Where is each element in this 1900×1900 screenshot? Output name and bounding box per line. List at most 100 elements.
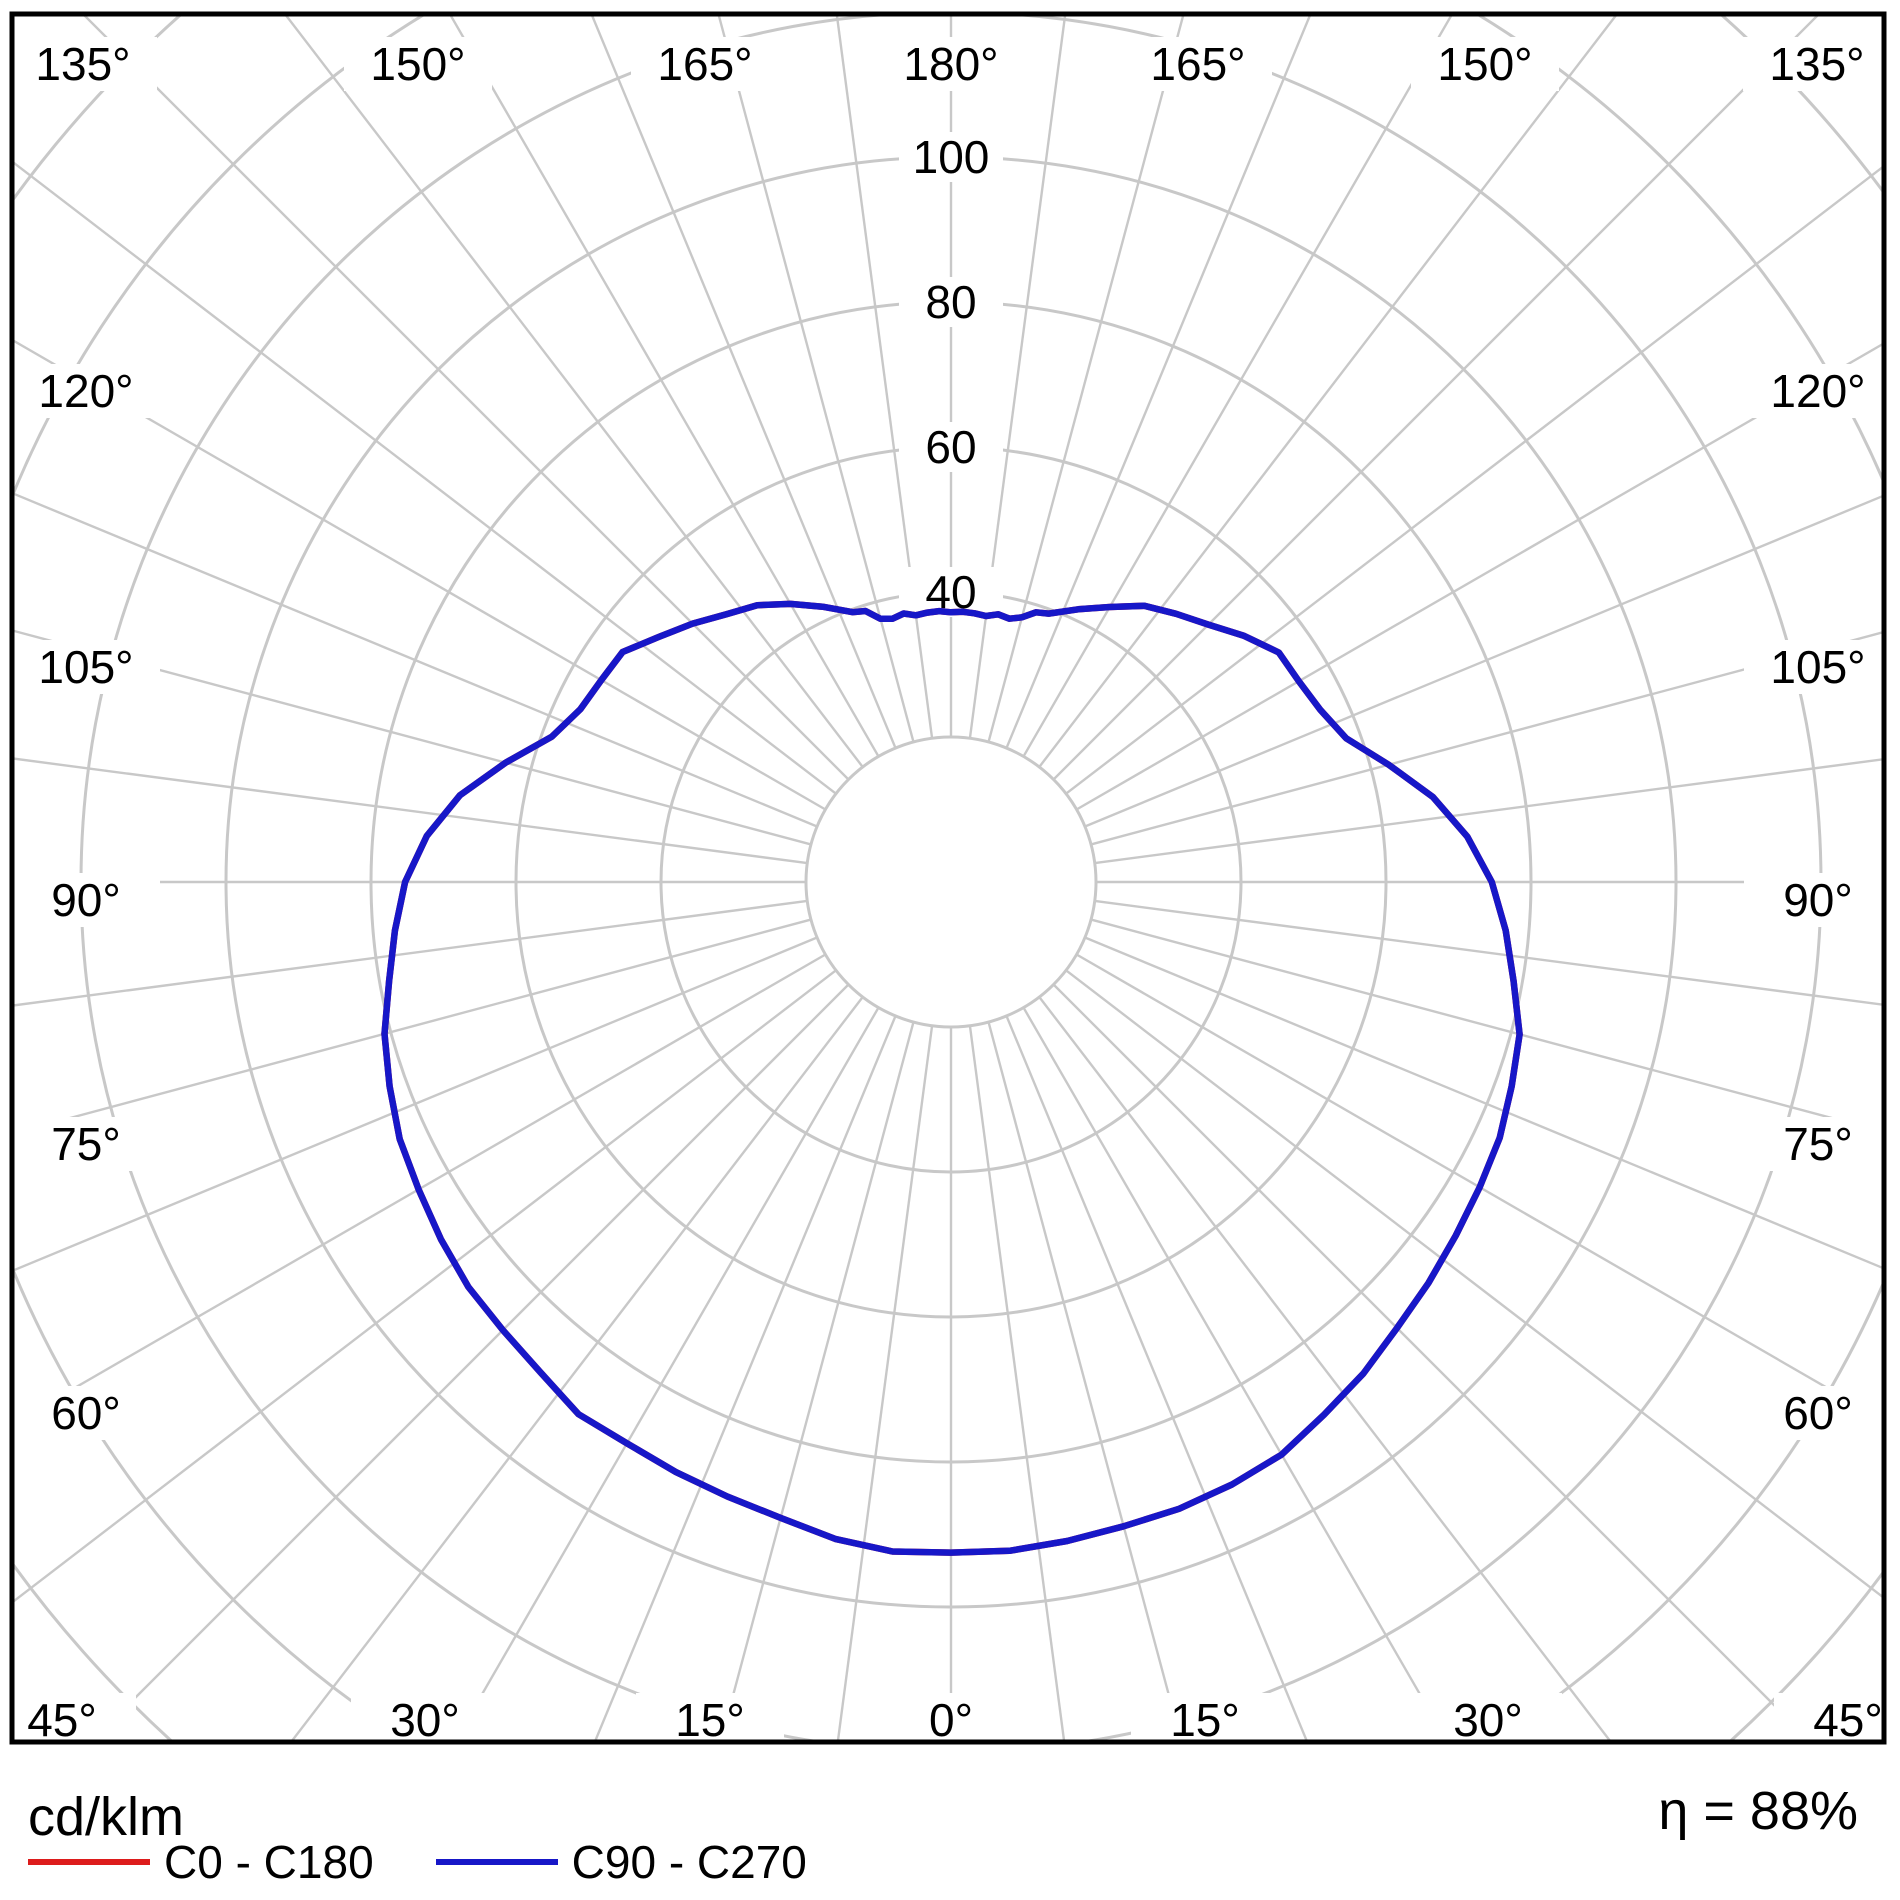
grid-spoke: [1022, 16, 1453, 758]
angle-label-gap: [14, 364, 160, 418]
angle-label: 75°: [1783, 1118, 1853, 1170]
angle-label: 135°: [1769, 38, 1864, 90]
angle-label-gap: [1124, 37, 1272, 91]
angle-label-gap: [1411, 37, 1559, 91]
grid-spoke: [14, 492, 818, 828]
grid-spoke: [1075, 953, 1882, 1421]
radial-tick-gap: [899, 422, 1003, 472]
grid-spoke: [590, 16, 897, 749]
grid-spoke: [1084, 936, 1882, 1269]
grid-spoke: [1038, 16, 1618, 768]
radial-tick-gap: [899, 567, 1003, 617]
angle-label-gap: [877, 37, 1025, 91]
angle-label: 135°: [35, 38, 130, 90]
angle-label-gap: [14, 1117, 160, 1171]
angle-label-gap: [1744, 1117, 1882, 1171]
grid-spoke: [284, 16, 864, 768]
angle-label-gap: [344, 37, 492, 91]
grid-spoke: [14, 936, 818, 1272]
grid-spoke: [1065, 166, 1882, 795]
angle-label: 15°: [675, 1694, 745, 1746]
grid-spoke: [987, 16, 1185, 743]
grid-spoke: [14, 918, 812, 1135]
grid-spoke: [1005, 16, 1312, 749]
angle-label-gap: [1774, 1693, 1882, 1740]
angle-label: 75°: [51, 1118, 121, 1170]
angle-label: 0°: [929, 1694, 973, 1746]
angle-label: 60°: [1783, 1387, 1853, 1439]
angle-label: 180°: [903, 38, 998, 90]
angle-label: 165°: [657, 38, 752, 90]
grid-spoke: [14, 757, 808, 865]
grid-spoke: [1022, 1006, 1448, 1740]
grid-spoke: [968, 1025, 1066, 1740]
grid-spoke: [1094, 758, 1882, 865]
angle-label: 150°: [370, 38, 465, 90]
angle-label-gap: [1744, 873, 1882, 927]
grid-spoke: [14, 161, 837, 795]
angle-label-gap: [877, 1693, 1025, 1740]
grid-spoke: [14, 953, 827, 1425]
grid-spoke: [291, 996, 864, 1740]
angle-label: 30°: [1453, 1694, 1523, 1746]
grid-spoke: [449, 16, 880, 758]
grid-spoke: [1065, 969, 1882, 1598]
angle-label: 120°: [1770, 365, 1865, 417]
grid-spoke: [1052, 983, 1811, 1740]
grid-spoke: [836, 1025, 934, 1740]
angle-label-gap: [14, 37, 157, 91]
angle-label-gap: [1414, 1693, 1562, 1740]
plot-frame: [9, 11, 1887, 1745]
angle-label: 30°: [390, 1694, 460, 1746]
angle-label: 165°: [1150, 38, 1245, 90]
grid-spoke: [14, 899, 808, 1007]
angle-label-gap: [14, 873, 160, 927]
angle-label: 105°: [38, 641, 133, 693]
grid-spoke: [987, 1021, 1183, 1740]
curve-c90-c270: [381, 600, 1523, 1556]
angle-label-gap: [14, 1386, 160, 1440]
angle-label: 150°: [1437, 38, 1532, 90]
grid-spoke: [1094, 899, 1882, 1006]
angle-axis: 135° 150° 165° 180° 165° 150° 135° 45° 30° 15° 0° 1…: [14, 37, 1883, 1746]
angle-label-gap: [1131, 1693, 1279, 1740]
grid-spoke: [968, 16, 1067, 739]
radial-tick-gap: [899, 132, 1003, 182]
grid-ring: [804, 735, 1098, 1029]
angle-label: 105°: [1770, 641, 1865, 693]
angle-label: 45°: [27, 1694, 97, 1746]
grid-spoke: [717, 16, 915, 743]
angle-label-gap: [351, 1693, 499, 1740]
grid-spoke: [1084, 495, 1882, 828]
grid-spoke: [1075, 343, 1882, 811]
grid-spoke: [14, 629, 812, 846]
angle-label: 15°: [1170, 1694, 1240, 1746]
grid-spoke: [14, 339, 827, 811]
grid-spoke: [1038, 996, 1611, 1740]
grid-spoke: [719, 1021, 915, 1740]
radial-tick-label: 100: [913, 131, 990, 183]
angle-label-gap: [1744, 364, 1882, 418]
angle-label-gap: [1744, 640, 1882, 694]
radial-tick-label: 80: [925, 276, 976, 328]
grid-spoke: [1090, 918, 1882, 1133]
radial-tick-label: 60: [925, 421, 976, 473]
grid-spoke: [1090, 631, 1882, 846]
angle-label: 120°: [38, 365, 133, 417]
angle-label-gap: [631, 37, 779, 91]
angle-label: 60°: [51, 1387, 121, 1439]
grid-spoke: [835, 16, 934, 739]
grid-spoke: [454, 1006, 880, 1740]
angle-label-gap: [1743, 37, 1882, 91]
radial-tick-gap: [899, 277, 1003, 327]
angle-label: 90°: [51, 874, 121, 926]
angle-label-gap: [1744, 1386, 1882, 1440]
angle-label: 90°: [1783, 874, 1853, 926]
grid-spoke: [14, 969, 837, 1603]
angle-label: 45°: [1813, 1694, 1883, 1746]
grid-spoke: [1005, 1015, 1308, 1740]
